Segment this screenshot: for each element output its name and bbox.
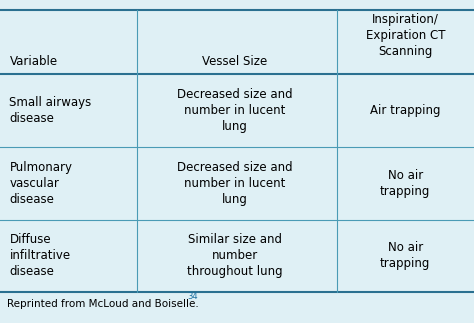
Text: Variable: Variable: [9, 55, 58, 68]
Text: Diffuse
infiltrative
disease: Diffuse infiltrative disease: [9, 234, 71, 278]
Text: No air
trapping: No air trapping: [380, 169, 430, 198]
Text: Vessel Size: Vessel Size: [202, 55, 267, 68]
Text: Similar size and
number
throughout lung: Similar size and number throughout lung: [187, 234, 283, 278]
Text: Small airways
disease: Small airways disease: [9, 96, 92, 125]
Text: Air trapping: Air trapping: [370, 104, 440, 117]
Text: Pulmonary
vascular
disease: Pulmonary vascular disease: [9, 161, 73, 206]
Text: Decreased size and
number in lucent
lung: Decreased size and number in lucent lung: [177, 161, 292, 206]
Text: Decreased size and
number in lucent
lung: Decreased size and number in lucent lung: [177, 88, 292, 133]
Text: 34: 34: [188, 292, 198, 301]
Text: Reprinted from McLoud and Boiselle.: Reprinted from McLoud and Boiselle.: [7, 299, 199, 308]
Text: No air
trapping: No air trapping: [380, 242, 430, 270]
Text: Inspiration/
Expiration CT
Scanning: Inspiration/ Expiration CT Scanning: [365, 13, 445, 58]
